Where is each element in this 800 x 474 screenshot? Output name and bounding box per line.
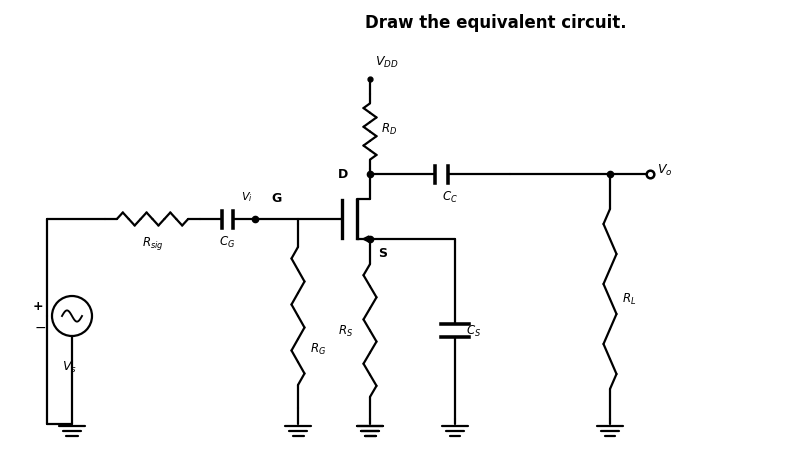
- Text: $V_{DD}$: $V_{DD}$: [375, 55, 398, 70]
- Text: +: +: [33, 300, 43, 312]
- Text: G: G: [272, 192, 282, 205]
- Text: D: D: [338, 167, 348, 181]
- Text: $V_i$: $V_i$: [241, 190, 253, 204]
- Text: Draw the equivalent circuit.: Draw the equivalent circuit.: [365, 14, 627, 32]
- Text: $R_S$: $R_S$: [338, 324, 353, 339]
- Text: $R_L$: $R_L$: [622, 292, 636, 307]
- Text: $C_S$: $C_S$: [466, 324, 481, 339]
- Text: $V_s$: $V_s$: [62, 360, 77, 375]
- Text: $R_{sig}$: $R_{sig}$: [142, 235, 163, 252]
- Text: S: S: [378, 246, 387, 259]
- Text: $C_G$: $C_G$: [219, 235, 235, 250]
- Text: $V_o$: $V_o$: [657, 163, 673, 178]
- Text: −: −: [34, 321, 46, 335]
- Text: $R_G$: $R_G$: [310, 342, 326, 357]
- Text: $C_C$: $C_C$: [442, 190, 458, 205]
- Text: $R_D$: $R_D$: [381, 121, 397, 137]
